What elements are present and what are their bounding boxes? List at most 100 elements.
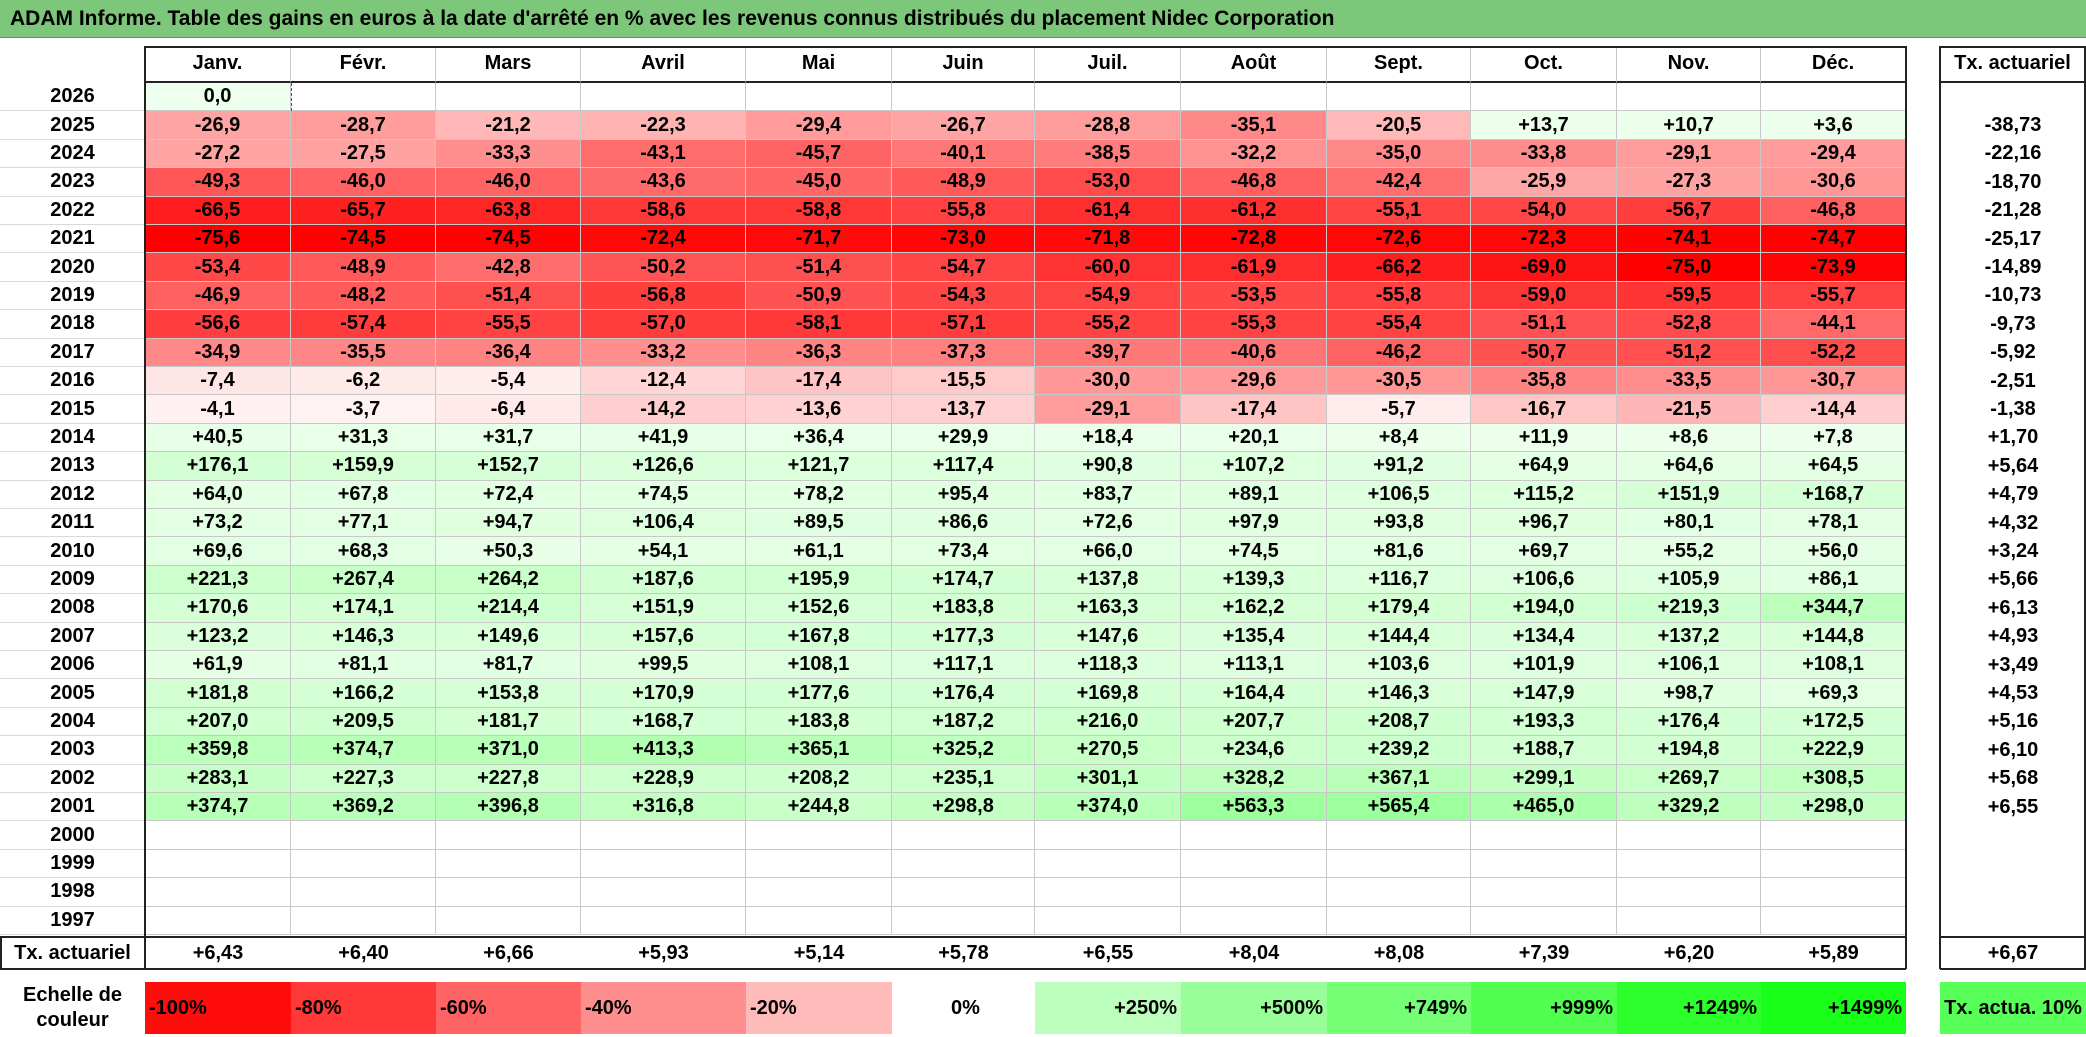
table-cell: [1181, 83, 1327, 112]
legend-rate-swatch: Tx. actua. 10%: [1940, 982, 2086, 1034]
table-cell: +11,9: [1471, 423, 1617, 453]
table-cell: [1471, 83, 1617, 112]
table-cell: +18,4: [1035, 423, 1181, 453]
table-cell: -52,2: [1761, 338, 1906, 367]
table-cell: +123,2: [145, 622, 291, 651]
table-cell: -66,2: [1327, 253, 1471, 282]
year-label: 2013: [0, 452, 145, 481]
year-label: 2009: [0, 566, 145, 595]
year-label: 2003: [0, 736, 145, 765]
table-cell: -15,5: [892, 367, 1035, 396]
table-cell: -53,0: [1035, 168, 1181, 197]
table-cell: -49,3: [145, 168, 291, 197]
table-cell: +413,3: [581, 736, 746, 765]
table-cell: +193,3: [1471, 707, 1617, 737]
year-label: 2010: [0, 537, 145, 566]
annual-rate: -25,17: [1984, 227, 2042, 250]
table-cell: -29,6: [1181, 367, 1327, 396]
table-cell: -26,7: [892, 111, 1035, 140]
table-cell: -13,7: [892, 395, 1035, 424]
table-cell: +97,9: [1181, 509, 1327, 538]
footer-rate: +6,66: [483, 941, 534, 964]
table-cell: -44,1: [1761, 310, 1906, 339]
table-cell: +61,9: [145, 651, 291, 680]
table-cell: +20,1: [1181, 423, 1327, 453]
table-cell: +86,6: [892, 509, 1035, 538]
table-cell: +126,6: [581, 452, 746, 481]
table-cell: +66,0: [1035, 537, 1181, 566]
table-cell: +195,9: [746, 565, 892, 595]
year-label: 1998: [0, 878, 145, 907]
table-cell: +117,1: [892, 651, 1035, 680]
table-cell: +164,4: [1181, 679, 1327, 708]
month-header: Août: [1181, 46, 1327, 83]
table-cell: +95,4: [892, 480, 1035, 509]
table-cell: [1471, 906, 1617, 935]
table-cell: -35,5: [291, 338, 436, 367]
table-cell: -29,1: [1617, 139, 1761, 169]
table-cell: +207,7: [1181, 707, 1327, 737]
table-cell: +162,2: [1181, 594, 1327, 623]
footer-rate: +5,93: [638, 941, 689, 964]
table-cell: +101,9: [1471, 651, 1617, 680]
table-cell: [436, 83, 581, 112]
table-cell: +221,3: [145, 565, 291, 595]
table-cell: -66,5: [145, 196, 291, 225]
table-cell: +151,9: [581, 594, 746, 623]
table-cell: +374,0: [1035, 793, 1181, 822]
year-label: 2025: [0, 111, 145, 140]
table-cell: [746, 906, 892, 935]
table-cell: +157,6: [581, 622, 746, 651]
table-cell: -48,9: [291, 253, 436, 282]
footer-label: Tx. actuariel: [14, 941, 131, 964]
table-cell: [1761, 849, 1906, 879]
legend-swatch: -40%: [581, 982, 746, 1034]
table-cell: +172,5: [1761, 707, 1906, 737]
year-label: 2014: [0, 424, 145, 453]
table-cell: -45,0: [746, 168, 892, 197]
table-cell: +40,5: [145, 423, 291, 453]
table-cell: +89,5: [746, 509, 892, 538]
table-cell: +396,8: [436, 793, 581, 822]
table-cell: +137,2: [1617, 622, 1761, 651]
legend-swatch: -20%: [746, 982, 892, 1034]
annual-rate: +5,64: [1987, 454, 2039, 477]
month-header: Mai: [746, 46, 892, 83]
table-cell: -63,8: [436, 196, 581, 225]
table-cell: -55,3: [1181, 310, 1327, 339]
table-cell: -58,8: [746, 196, 892, 225]
table-cell: +359,8: [145, 736, 291, 765]
year-label: 2004: [0, 708, 145, 737]
legend-swatch: +999%: [1471, 982, 1617, 1034]
year-label: 2016: [0, 367, 145, 396]
table-cell: -72,4: [581, 225, 746, 254]
month-header: Oct.: [1471, 46, 1617, 83]
table-cell: +168,7: [581, 707, 746, 737]
table-cell: -5,4: [436, 367, 581, 396]
year-label: 1997: [0, 907, 145, 935]
annual-rate: -1,38: [1990, 398, 2036, 421]
footer-rate: +7,39: [1518, 941, 1570, 964]
table-cell: +227,8: [436, 764, 581, 793]
table-cell: [145, 906, 291, 935]
table-cell: [291, 878, 436, 907]
table-cell: +174,1: [291, 594, 436, 623]
table-cell: [581, 906, 746, 935]
table-cell: -72,6: [1327, 225, 1471, 254]
current-month-marker: [291, 83, 292, 112]
table-cell: -46,0: [291, 168, 436, 197]
table-cell: +72,4: [436, 480, 581, 509]
table-cell: +135,4: [1181, 622, 1327, 651]
table-cell: +8,6: [1617, 423, 1761, 453]
table-cell: [581, 83, 746, 112]
table-cell: +50,3: [436, 537, 581, 566]
annual-rate: +6,10: [1987, 738, 2039, 761]
annual-border-top: [1940, 46, 2086, 48]
table-cell: +371,0: [436, 736, 581, 765]
table-cell: +170,9: [581, 679, 746, 708]
annual-footer-top: [1940, 936, 2086, 938]
table-cell: +56,0: [1761, 537, 1906, 566]
table-cell: [145, 878, 291, 907]
table-cell: -65,7: [291, 196, 436, 225]
month-header: Juin: [892, 46, 1035, 83]
